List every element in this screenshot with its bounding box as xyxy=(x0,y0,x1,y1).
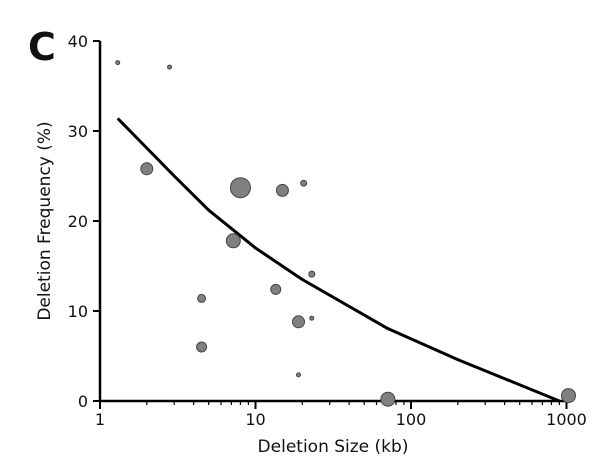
data-point xyxy=(309,315,315,321)
data-point xyxy=(275,183,289,197)
axes: 0 10 20 30 40 1 10 100 1000 xyxy=(68,32,587,429)
data-point xyxy=(229,177,251,199)
data-point xyxy=(197,293,207,303)
data-point xyxy=(300,179,308,187)
data-point xyxy=(560,388,576,404)
x-tick-label: 1000 xyxy=(546,410,587,429)
x-tick-label: 1 xyxy=(95,410,105,429)
y-tick-label: 20 xyxy=(68,212,88,231)
data-point xyxy=(115,60,121,66)
y-tick-label: 10 xyxy=(68,302,88,321)
y-tick-label: 40 xyxy=(68,32,88,51)
data-point xyxy=(140,162,154,176)
data-point xyxy=(291,315,305,329)
y-tick-label: 30 xyxy=(68,122,88,141)
data-point xyxy=(295,372,301,378)
data-point xyxy=(196,341,208,353)
data-point xyxy=(167,64,173,70)
points-group xyxy=(115,60,576,407)
data-point xyxy=(270,283,282,295)
y-tick-label: 0 xyxy=(78,392,88,411)
panel-label: C xyxy=(28,25,56,69)
x-tick-label: 10 xyxy=(245,410,265,429)
data-point xyxy=(225,233,241,249)
fit-line-group xyxy=(116,117,560,403)
data-point xyxy=(380,391,396,407)
x-tick-label: 100 xyxy=(396,410,427,429)
x-axis-label: Deletion Size (kb) xyxy=(258,437,409,457)
fit-line xyxy=(116,117,560,403)
y-axis-label: Deletion Frequency (%) xyxy=(35,121,55,320)
data-point xyxy=(308,270,316,278)
